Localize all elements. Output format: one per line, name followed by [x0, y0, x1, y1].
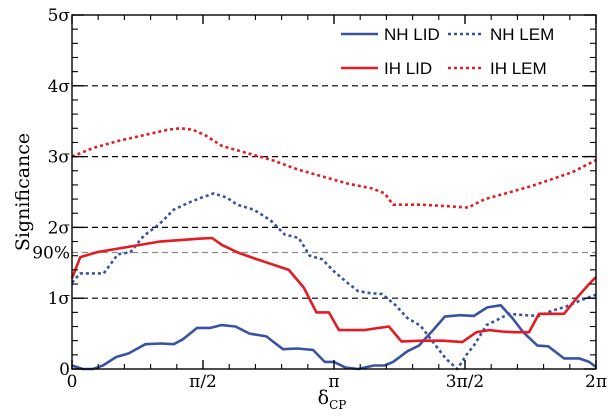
grid-lines [72, 85, 596, 299]
y-tick-label-2: 2σ [48, 218, 71, 238]
series-line-ih-lid [70, 236, 597, 344]
y-tick-label-3: 3σ [48, 148, 71, 168]
x-axis-title: δCP [318, 387, 347, 412]
x-tick-label-2: π [328, 372, 339, 392]
legend-label-ih-lid: IH LID [384, 59, 432, 78]
axis-ticks [71, 14, 597, 370]
series-line-nh-lem [71, 192, 597, 371]
y-tick-label-1: 1σ [48, 289, 71, 309]
x-axis-title-symbol: δ [318, 387, 329, 409]
reference-line-group: 90% [32, 244, 596, 264]
y-axis-title: Significance [12, 133, 34, 251]
series-line-ih-lem [71, 127, 597, 209]
x-tick-label-3: 3π/2 [446, 372, 485, 392]
x-tick-label-1: π/2 [189, 372, 217, 392]
y-tick-label-5: 5σ [48, 6, 71, 26]
legend-label-ih-lem: IH LEM [490, 59, 547, 78]
series-lines [70, 127, 597, 371]
x-axis-title-subscript: CP [329, 398, 346, 412]
legend-label-nh-lem: NH LEM [490, 25, 554, 44]
legend-label-nh-lid: NH LID [384, 25, 440, 44]
reference-line-label: 90% [32, 244, 70, 264]
x-tick-label-4: 2π [585, 372, 607, 392]
y-tick-label-4: 4σ [48, 77, 71, 97]
tick-labels: 0 π/2 π 3π/2 2π 0 1σ 2σ 3σ 4σ 5σ [48, 6, 607, 392]
series-line-nh-lid [71, 303, 597, 371]
y-tick-label-0: 0 [59, 360, 70, 380]
legend: NH LID NH LEM IH LID IH LEM [341, 25, 554, 78]
x-tick-label-0: 0 [67, 372, 78, 392]
